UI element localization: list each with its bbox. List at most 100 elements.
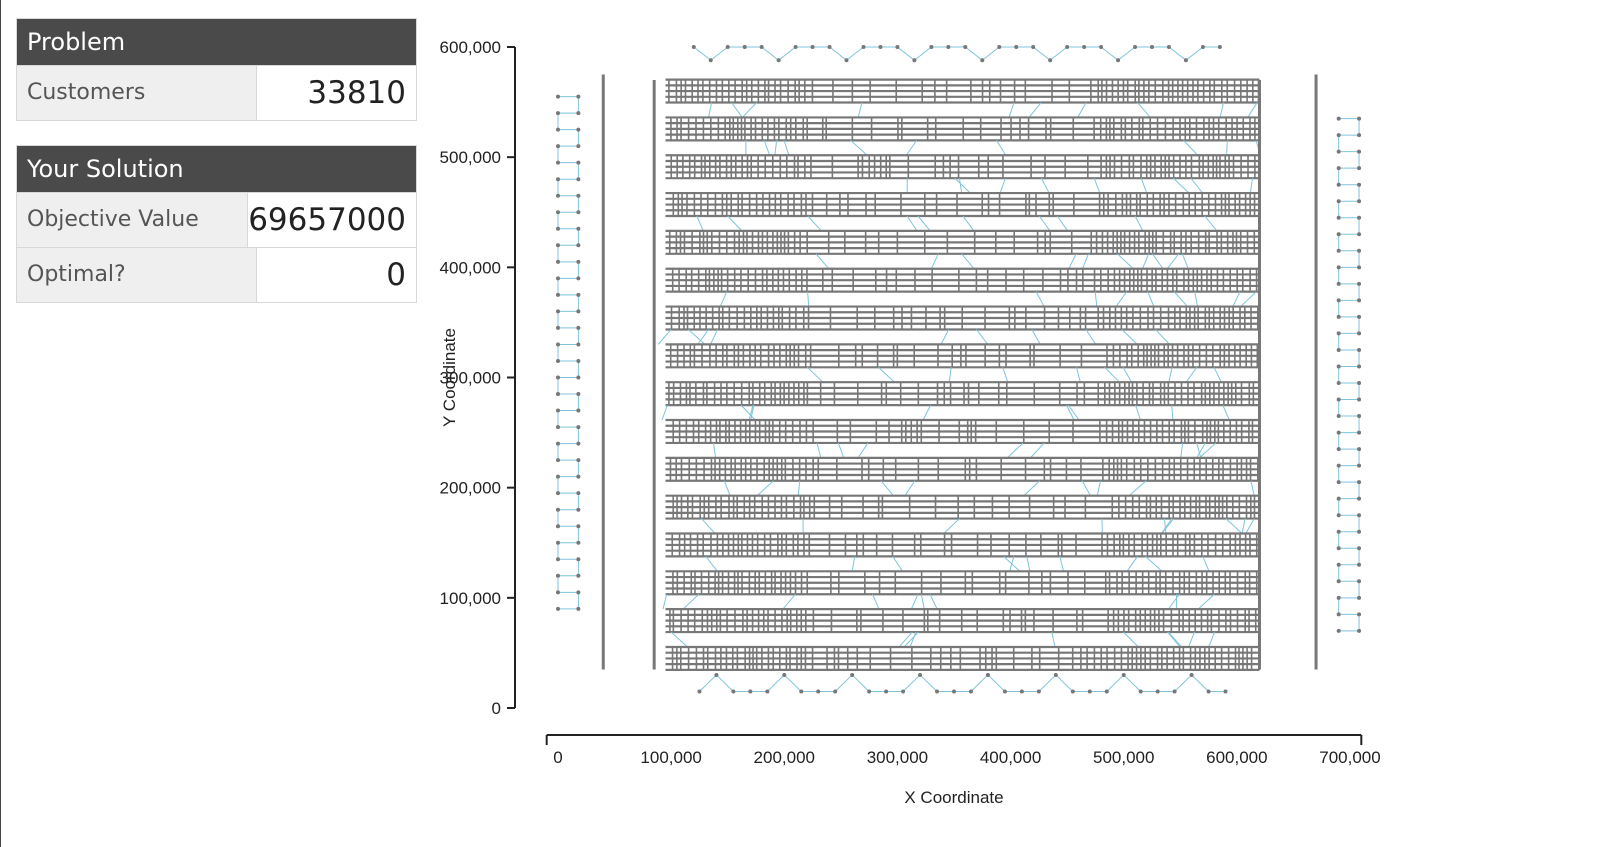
route-link bbox=[1068, 253, 1077, 269]
route-band bbox=[665, 343, 1260, 383]
customer-point bbox=[1336, 529, 1341, 534]
customer-point bbox=[691, 45, 696, 49]
customer-point bbox=[1336, 612, 1341, 617]
route-link bbox=[1190, 177, 1203, 194]
route-link bbox=[948, 367, 952, 383]
route-link bbox=[1121, 329, 1138, 345]
customer-point bbox=[556, 491, 560, 496]
customer-point bbox=[1183, 58, 1188, 63]
customer-point bbox=[810, 45, 815, 49]
route-link bbox=[1241, 518, 1246, 534]
customer-point bbox=[1336, 480, 1341, 485]
customer-point bbox=[867, 689, 872, 694]
route-band bbox=[662, 570, 1260, 610]
route-link bbox=[905, 140, 918, 156]
route-band bbox=[665, 267, 1260, 307]
route-link bbox=[898, 631, 913, 648]
customer-point bbox=[576, 491, 581, 496]
customer-point bbox=[576, 177, 581, 182]
y-tick-label: 300,000 bbox=[440, 369, 501, 388]
route-link bbox=[708, 102, 713, 118]
route-link bbox=[712, 442, 717, 458]
customer-point bbox=[1336, 133, 1341, 138]
y-tick-label: 600,000 bbox=[440, 38, 501, 57]
customer-point bbox=[1166, 45, 1171, 49]
x-tick-label: 0 bbox=[553, 748, 562, 767]
customer-point bbox=[1357, 149, 1362, 154]
customer-point bbox=[1357, 529, 1362, 534]
right-route bbox=[1336, 116, 1362, 633]
customer-point bbox=[1048, 58, 1053, 63]
customer-point bbox=[576, 94, 581, 99]
customer-point bbox=[556, 441, 560, 446]
route-band bbox=[665, 78, 1260, 118]
route-link bbox=[1173, 291, 1188, 307]
route-link bbox=[1199, 442, 1217, 459]
route-link bbox=[682, 593, 700, 610]
customer-point bbox=[697, 689, 702, 694]
route-link bbox=[1040, 177, 1050, 194]
customer-point bbox=[576, 127, 581, 132]
route-link bbox=[1051, 631, 1056, 648]
customer-point bbox=[1336, 265, 1341, 270]
customer-point bbox=[1217, 45, 1222, 49]
customer-point bbox=[556, 160, 560, 165]
customer-point bbox=[1357, 496, 1362, 501]
route-link bbox=[961, 253, 975, 270]
customer-point bbox=[1014, 45, 1019, 49]
customer-point bbox=[827, 45, 832, 49]
route-link bbox=[1145, 556, 1163, 572]
customer-point bbox=[556, 325, 560, 330]
customer-point bbox=[1116, 58, 1121, 63]
customer-point bbox=[556, 144, 560, 149]
customer-point bbox=[576, 144, 581, 149]
customer-point bbox=[1357, 133, 1362, 138]
customer-point bbox=[1336, 397, 1341, 402]
route-link bbox=[670, 631, 688, 648]
customer-point bbox=[556, 507, 560, 512]
route-link bbox=[880, 480, 894, 496]
plot-area bbox=[556, 45, 1362, 694]
customer-point bbox=[556, 127, 560, 132]
route-band bbox=[661, 381, 1260, 421]
route-link bbox=[962, 215, 975, 232]
customer-point bbox=[1336, 496, 1341, 501]
customer-point bbox=[556, 606, 560, 611]
customer-point bbox=[1336, 364, 1341, 369]
customer-point bbox=[1357, 166, 1362, 171]
route-link bbox=[1226, 140, 1228, 156]
route-plot: 0 100,000 200,000 300,000 400,000 500,000 600,… bbox=[440, 38, 1381, 807]
x-tick-label: 700,000 bbox=[1319, 748, 1380, 767]
customer-point bbox=[1336, 199, 1341, 204]
route-link bbox=[727, 215, 743, 232]
route-link bbox=[1122, 367, 1132, 383]
customer-point bbox=[1133, 45, 1138, 49]
route-link bbox=[688, 329, 706, 345]
route-link bbox=[1202, 556, 1210, 572]
route-link bbox=[857, 102, 863, 118]
customer-point bbox=[1357, 628, 1362, 633]
route-link bbox=[1065, 404, 1075, 421]
route-link bbox=[1152, 253, 1164, 270]
route-link bbox=[1163, 518, 1167, 534]
customer-point bbox=[1357, 447, 1362, 452]
customer-point bbox=[556, 392, 560, 397]
customer-point bbox=[861, 45, 866, 49]
route-link bbox=[857, 442, 869, 459]
x-axis-title: X Coordinate bbox=[904, 788, 1003, 807]
customer-point bbox=[556, 210, 560, 215]
route-band bbox=[665, 191, 1260, 232]
route-link bbox=[1147, 291, 1155, 307]
route-link bbox=[1167, 631, 1181, 648]
customer-point bbox=[576, 524, 581, 529]
route-link bbox=[1213, 367, 1222, 383]
top-route bbox=[691, 45, 1222, 63]
customer-point bbox=[1357, 314, 1362, 319]
route-link bbox=[906, 215, 918, 232]
customer-point bbox=[556, 259, 560, 264]
customer-point bbox=[884, 689, 889, 694]
problem-panel: Problem Customers 33810 bbox=[16, 18, 417, 121]
customer-point bbox=[708, 58, 713, 63]
route-link bbox=[1026, 556, 1031, 572]
route-link bbox=[892, 556, 903, 572]
